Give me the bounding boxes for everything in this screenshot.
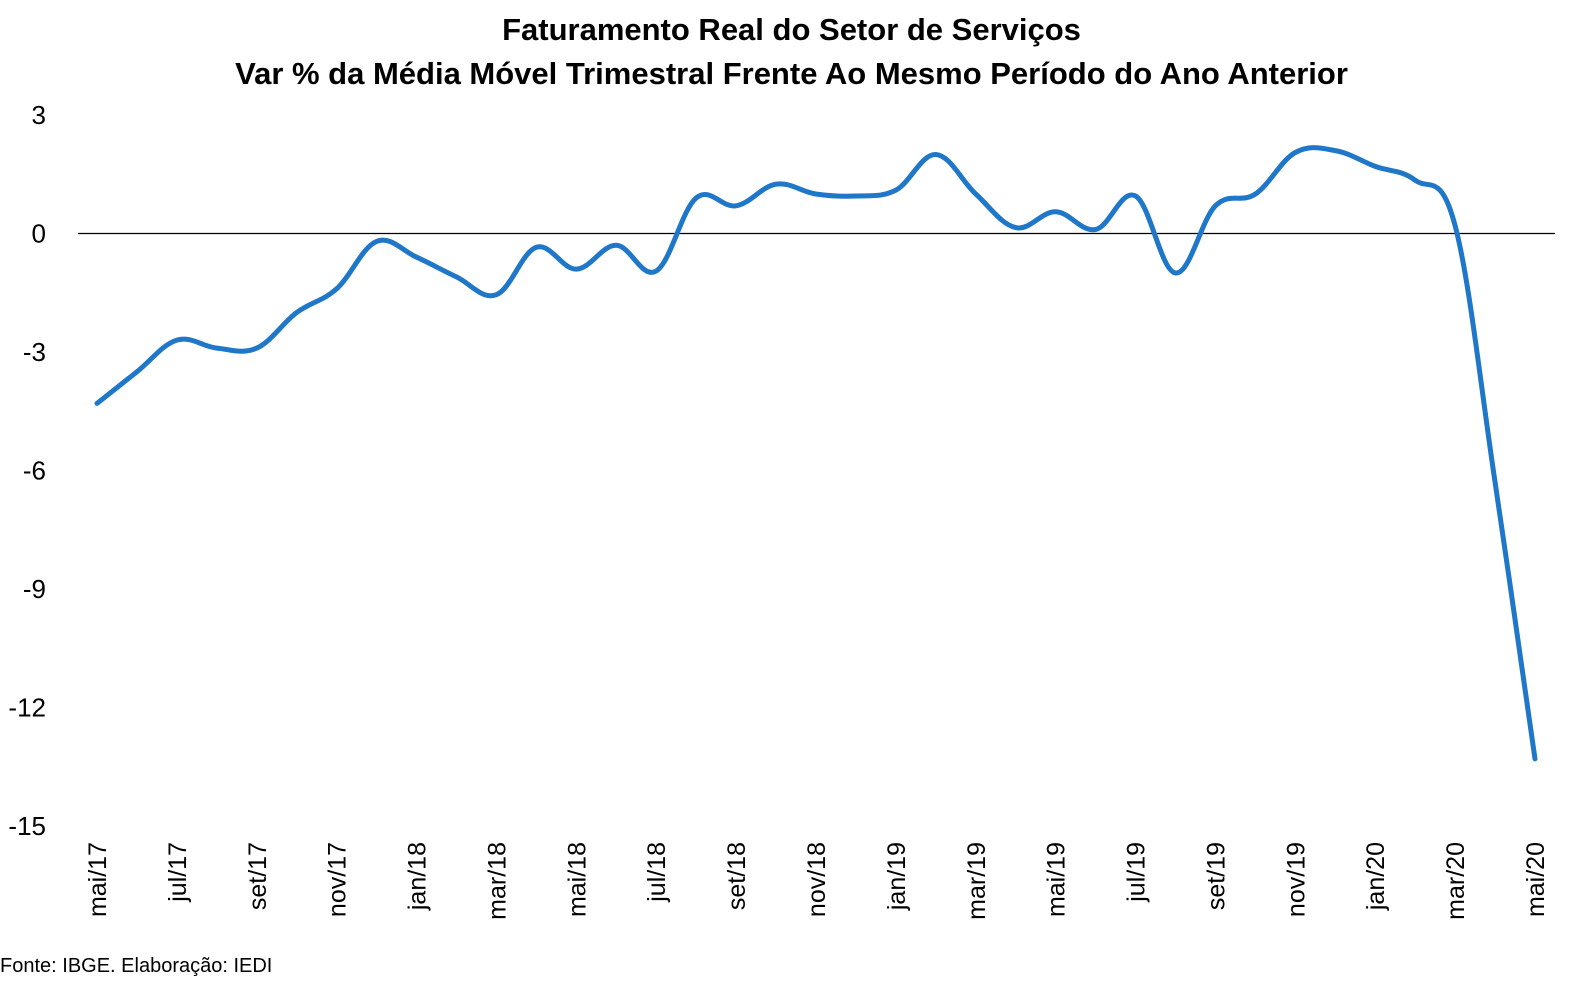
data-point — [894, 188, 898, 192]
y-tick-label: -3 — [23, 337, 46, 367]
x-tick-label: mar/19 — [963, 842, 991, 920]
data-point — [95, 401, 99, 405]
data-point — [934, 153, 938, 157]
data-point — [1333, 149, 1337, 153]
data-point — [135, 370, 139, 374]
x-tick-label: jul/17 — [164, 842, 192, 903]
data-point — [335, 287, 339, 291]
x-tick-label: jul/18 — [643, 842, 671, 903]
y-tick-label: -6 — [23, 456, 46, 486]
x-tick-label: mai/19 — [1043, 842, 1071, 917]
y-tick-label: 0 — [32, 219, 46, 249]
x-tick-label: nov/19 — [1282, 842, 1310, 917]
chart-subtitle: Var % da Média Móvel Trimestral Frente A… — [235, 56, 1348, 91]
data-point — [215, 346, 219, 350]
x-tick-label: jul/19 — [1123, 842, 1151, 903]
data-point — [574, 267, 578, 271]
x-tick-label: mar/18 — [483, 842, 511, 920]
x-tick-label: mai/17 — [84, 842, 112, 917]
data-point — [1533, 757, 1537, 761]
x-tick-label: jan/18 — [404, 842, 432, 911]
x-tick-label: jan/19 — [883, 842, 911, 911]
data-point — [854, 194, 858, 198]
data-point — [494, 293, 498, 297]
data-point — [774, 182, 778, 186]
y-tick-label: -15 — [8, 811, 46, 841]
x-tick-label: set/17 — [244, 842, 272, 910]
data-point — [455, 275, 459, 279]
data-point — [1293, 151, 1297, 155]
data-point — [694, 196, 698, 200]
data-point — [1014, 226, 1018, 230]
chart-title: Faturamento Real do Setor de Serviços — [502, 12, 1081, 47]
data-point — [614, 243, 618, 247]
data-point — [974, 192, 978, 196]
data-point — [1253, 192, 1257, 196]
data-point — [255, 346, 259, 350]
x-tick-label: mar/20 — [1442, 842, 1470, 920]
data-point — [654, 269, 658, 273]
y-tick-label: 3 — [32, 100, 46, 130]
data-point — [1373, 164, 1377, 168]
data-point — [1413, 178, 1417, 182]
data-point — [1213, 204, 1217, 208]
x-tick-label: set/19 — [1202, 842, 1230, 910]
data-point — [1094, 228, 1098, 232]
data-point — [1134, 194, 1138, 198]
line-chart: 3 0 -3 -6 -9 -12 -15 mai/17 jul/17 set/17 nov/17 ja… — [8, 100, 1555, 920]
data-point — [534, 245, 538, 249]
x-tick-label: set/18 — [723, 842, 751, 910]
data-point — [1493, 480, 1497, 484]
source-note: Fonte: IBGE. Elaboração: IEDI — [0, 955, 273, 977]
series-line — [94, 145, 1538, 762]
data-point — [1453, 224, 1457, 228]
x-tick-label: mai/20 — [1522, 842, 1550, 917]
data-point — [375, 239, 379, 243]
data-point — [814, 192, 818, 196]
y-tick-label: -12 — [8, 693, 46, 723]
data-point — [1174, 271, 1178, 275]
data-point — [175, 338, 179, 342]
x-tick-label: mai/18 — [563, 842, 591, 917]
data-point — [295, 311, 299, 315]
x-tick-label: nov/18 — [803, 842, 831, 917]
x-tick-label: nov/17 — [324, 842, 352, 917]
data-point — [1054, 210, 1058, 214]
y-tick-label: -9 — [23, 574, 46, 604]
data-point — [734, 204, 738, 208]
data-point — [415, 255, 419, 259]
x-tick-label: jan/20 — [1362, 842, 1390, 911]
